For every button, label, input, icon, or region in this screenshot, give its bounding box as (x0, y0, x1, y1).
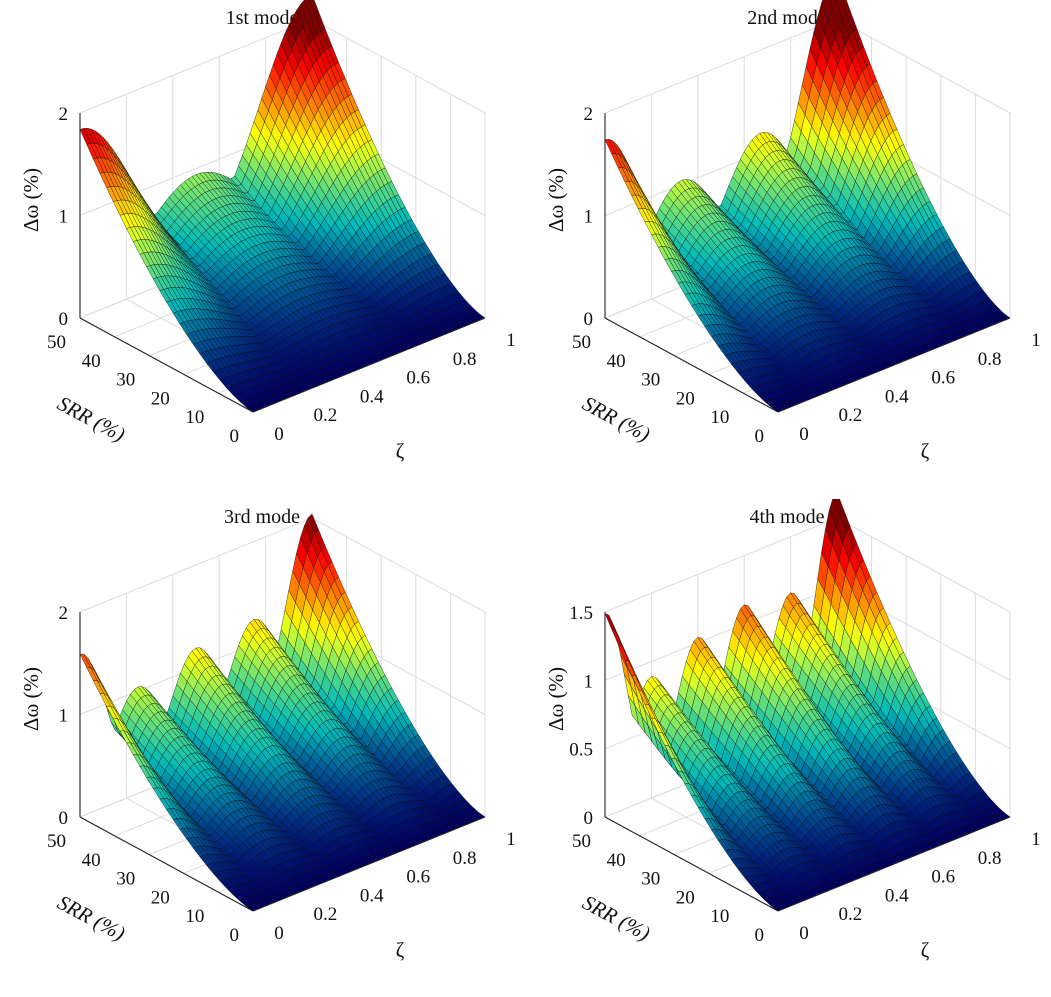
z-tick-label: 2 (584, 104, 594, 125)
z-axis-label: Δω (%) (19, 667, 43, 731)
z-axis-label: Δω (%) (19, 168, 43, 232)
x-tick-label: 1 (506, 829, 516, 850)
z-tick-label: 1 (59, 706, 69, 727)
x-tick-label: 0.4 (885, 386, 909, 407)
chart-panel-4: 4th mode 0 0.5 1 1.5 0 10 20 30 40 50 0 0.2 0.4 0.6 0.8… (525, 499, 1050, 997)
surface (79, 513, 486, 912)
x-axis-label: ζ (396, 938, 405, 962)
panel-title: 1st mode (226, 7, 299, 29)
x-tick-label: 0 (799, 424, 809, 445)
chart-panel-1: 1st mode 0 1 2 0 10 20 30 40 50 0 0.2 0.4 0.6 0.8 1 Δω (… (0, 0, 525, 498)
y-tick-label: 20 (151, 887, 170, 908)
axes (604, 113, 1011, 413)
z-tick-label: 0 (59, 808, 69, 829)
y-tick-label: 0 (755, 426, 765, 447)
x-tick-label: 0.4 (360, 885, 384, 906)
x-tick-label: 0.8 (978, 349, 1002, 370)
x-tick-label: 0 (274, 923, 284, 944)
x-tick-label: 1 (506, 330, 516, 351)
surface (79, 0, 486, 413)
panel-title: 2nd mode (747, 7, 827, 29)
y-axis-label: SRR (%) (53, 890, 129, 945)
panel-title: 4th mode (750, 506, 825, 528)
y-tick-label: 40 (82, 351, 101, 372)
surface-plot-4: 4th mode00.511.50102030405000.20.40.60.8… (544, 499, 1041, 962)
x-tick-label: 0.8 (453, 349, 477, 370)
y-tick-label: 10 (185, 906, 204, 927)
y-tick-label: 20 (151, 388, 170, 409)
y-tick-label: 10 (710, 407, 729, 428)
y-tick-label: 50 (572, 332, 591, 353)
y-tick-label: 30 (116, 869, 135, 890)
z-axis-label: Δω (%) (544, 168, 568, 232)
z-tick-label: 2 (59, 104, 69, 125)
x-tick-label: 0 (274, 424, 284, 445)
x-tick-label: 0.6 (931, 368, 955, 389)
x-axis-label: ζ (921, 439, 930, 463)
axes (79, 113, 486, 413)
y-tick-label: 30 (641, 370, 660, 391)
x-tick-label: 0.8 (453, 848, 477, 869)
z-tick-label: 2 (59, 603, 69, 624)
y-tick-label: 10 (185, 407, 204, 428)
z-tick-label: 1 (584, 207, 594, 228)
surface (604, 0, 1011, 413)
y-tick-label: 40 (82, 850, 101, 871)
y-tick-label: 50 (47, 332, 66, 353)
y-tick-label: 20 (676, 388, 695, 409)
surface (604, 499, 1011, 912)
chart-panel-2: 2nd mode 0 1 2 0 10 20 30 40 50 0 0.2 0.4 0.6 0.8 1 Δω (… (525, 0, 1050, 498)
y-tick-label: 40 (607, 351, 626, 372)
x-tick-label: 0.2 (839, 405, 863, 426)
y-tick-label: 30 (116, 370, 135, 391)
z-tick-label: 0 (59, 309, 69, 330)
y-tick-label: 50 (47, 831, 66, 852)
y-axis-label: SRR (%) (53, 391, 129, 446)
z-tick-label: 0 (584, 309, 594, 330)
z-tick-label: 1 (59, 207, 69, 228)
x-tick-label: 0.4 (360, 386, 384, 407)
x-tick-label: 0.6 (406, 867, 430, 888)
panel-title: 3rd mode (224, 506, 300, 528)
x-tick-label: 1 (1031, 330, 1041, 351)
chart-panel-3: 3rd mode 0 1 2 0 10 20 30 40 50 0 0.2 0.4 0.6 0.8 1 Δω (… (0, 499, 525, 997)
axes (79, 612, 486, 912)
y-tick-label: 0 (230, 426, 240, 447)
y-axis-label: SRR (%) (578, 391, 654, 446)
x-tick-label: 0.2 (314, 405, 338, 426)
x-tick-label: 0.2 (314, 904, 338, 925)
x-axis-label: ζ (396, 439, 405, 463)
y-tick-label: 0 (230, 925, 240, 946)
x-tick-label: 0.6 (406, 368, 430, 389)
